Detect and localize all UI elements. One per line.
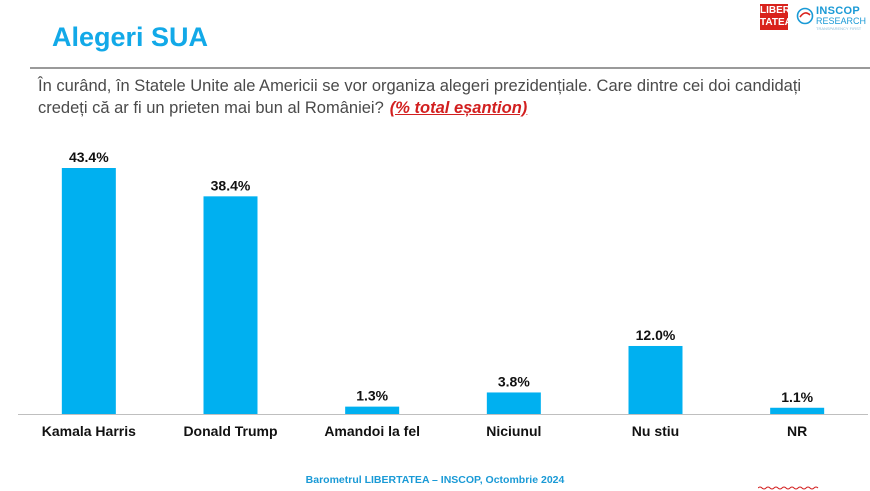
survey-question: În curând, în Statele Unite ale Americii… <box>38 75 838 119</box>
header-divider <box>30 67 870 69</box>
inscop-logo-sub: RESEARCH <box>816 16 867 26</box>
page-title: Alegeri SUA <box>52 22 209 52</box>
category-label: Kamala Harris <box>42 423 136 439</box>
inscop-logo: INSCOP RESEARCH TRANSPARENCY FIRST <box>796 4 868 32</box>
category-label: Nu stiu <box>632 423 679 439</box>
inscop-logo-name: INSCOP <box>816 5 860 17</box>
data-label: 3.8% <box>498 373 530 389</box>
sample-note: (% total eșantion) <box>389 99 528 117</box>
data-label: 1.1% <box>781 389 813 405</box>
data-label: 1.3% <box>356 388 388 404</box>
data-label: 38.4% <box>211 177 251 193</box>
survey-question-text: În curând, în Statele Unite ale Americii… <box>38 77 802 117</box>
data-label: 43.4% <box>69 149 109 165</box>
bar <box>345 406 400 414</box>
bar <box>486 392 541 414</box>
category-label: Amandoi la fel <box>324 423 420 439</box>
inscop-logo-icon <box>796 7 814 25</box>
bar <box>61 168 116 414</box>
bar <box>770 407 825 414</box>
category-label: Niciunul <box>486 423 541 439</box>
footer-text: Barometrul LIBERTATEA – INSCOP, Octombri… <box>305 474 565 486</box>
category-label: Donald Trump <box>183 423 277 439</box>
spellcheck-squiggle <box>758 486 819 490</box>
bar <box>628 345 683 414</box>
bar <box>203 196 258 414</box>
libertatea-logo: LIBER TATEA <box>760 4 792 30</box>
data-label: 12.0% <box>636 327 676 343</box>
footer-source: Barometrul LIBERTATEA – INSCOP, Octombri… <box>0 474 870 486</box>
category-label: NR <box>787 423 807 439</box>
inscop-logo-tagline: TRANSPARENCY FIRST <box>816 26 862 31</box>
